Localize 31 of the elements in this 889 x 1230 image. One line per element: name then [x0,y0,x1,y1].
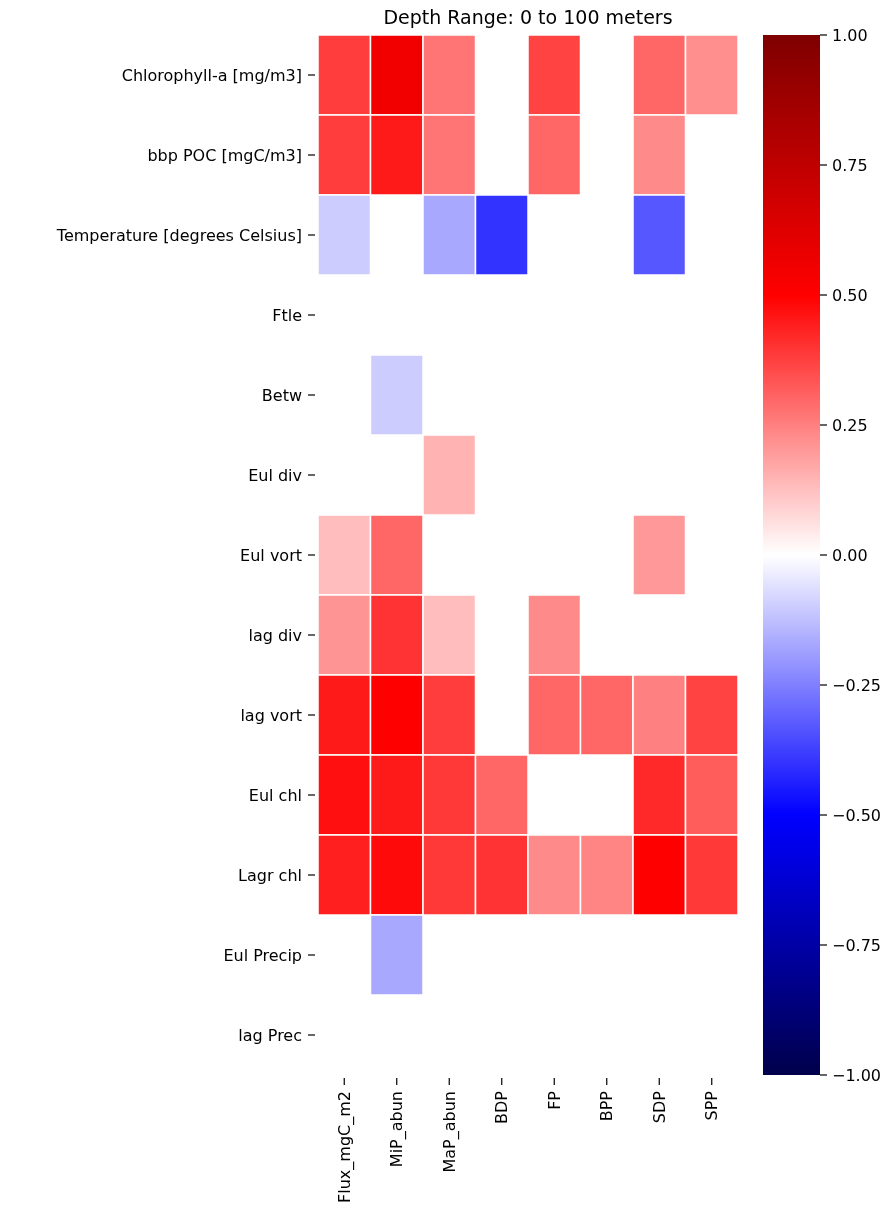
y-tick-label: Eul Precip [223,945,302,965]
y-tick-label: Betw [261,385,302,405]
color-bar-label: −0.25 [832,675,882,695]
x-tick-label: MiP_abun [387,1091,408,1168]
y-tick-label: Temperature [degrees Celsius] [55,225,302,245]
color-bar-label: 0.00 [832,545,868,565]
y-tick-label: Eul vort [240,545,302,565]
color-bar-label: 0.75 [832,155,868,175]
x-tick-label: MaP_abun [439,1091,460,1173]
y-tick-label: Ftle [272,305,302,325]
color-bar-label: 0.50 [832,285,868,305]
x-tick-label: FP [544,1090,564,1110]
color-bar-label: 1.00 [832,25,868,45]
x-tick-label: SDP [649,1090,669,1124]
x-tick-label: Flux_mgC_m2 [334,1091,355,1203]
color-bar-label: −0.50 [832,805,882,825]
color-bar-label: −1.00 [832,1065,882,1085]
y-tick-label: Eul div [248,465,302,485]
x-tick-label: SPP [702,1090,722,1121]
chart-title: Depth Range: 0 to 100 meters [383,6,673,28]
y-tick-label: Chlorophyll-a [mg/m3] [121,65,302,85]
y-tick-label: Eul chl [248,785,302,805]
color-bar-label: −0.75 [832,935,882,955]
x-tick-label: BDP [492,1090,512,1124]
y-tick-label: lag div [248,625,302,645]
y-tick-label: lag Prec [238,1025,302,1045]
y-tick-label: lag vort [240,705,302,725]
y-tick-label: bbp POC [mgC/m3] [147,145,302,165]
x-tick-label: BPP [597,1090,617,1122]
color-bar-label: 0.25 [832,415,868,435]
y-tick-label: Lagr chl [238,865,302,885]
